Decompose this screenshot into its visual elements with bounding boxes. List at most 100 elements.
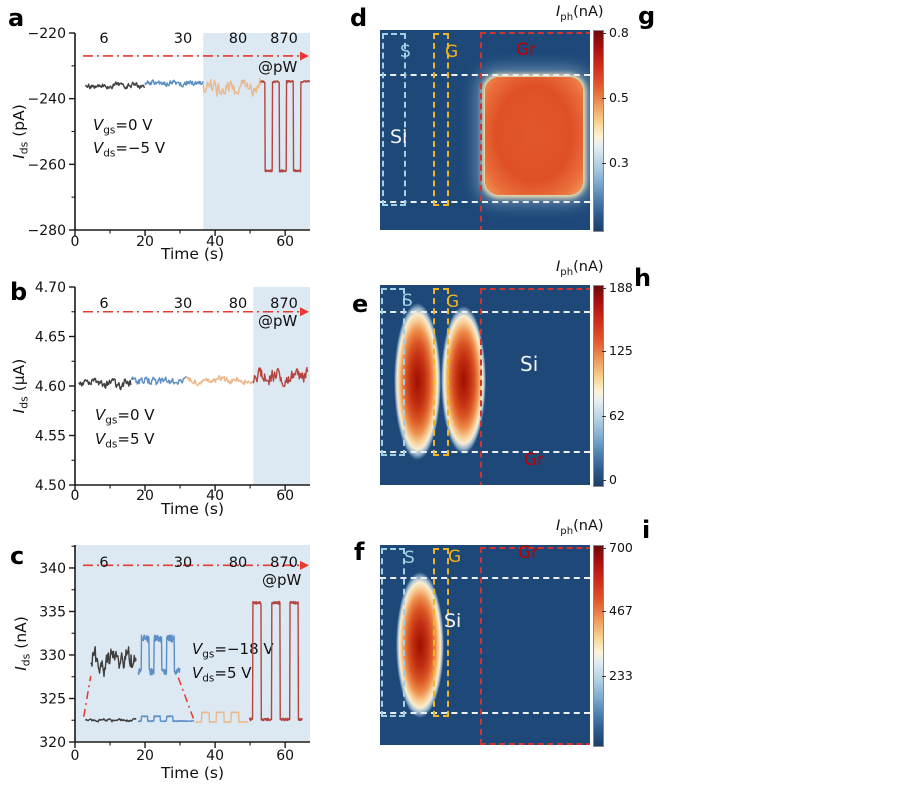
y-tick-label: 340 [39, 561, 66, 577]
trace-blue-segment [137, 715, 195, 723]
map-label-si: Si [444, 610, 462, 632]
power-level-label: 80 [229, 555, 247, 571]
power-level-label: 870 [270, 296, 298, 312]
region-boundary-line [380, 311, 590, 313]
map-label-gr: Gr [524, 450, 545, 470]
colorbar-e: 188 125 62 0 [593, 281, 633, 487]
chart-c-canvas: 6 30 80 870@pW Vgs=−18 V Vds=5 V 340 335 330 325 3… [12, 545, 310, 782]
y-tick-label: 4.55 [35, 429, 66, 445]
bias-annotation: Vds=5 V [192, 664, 252, 684]
colorbar-tick-mark [602, 415, 606, 417]
x-tick-label: 40 [206, 488, 224, 504]
trace-red-segment [252, 366, 309, 388]
power-level-label: 6 [99, 31, 108, 47]
bias-annotation: Vds=5 V [95, 430, 155, 450]
power-level-label: 30 [174, 31, 192, 47]
colorbar-tick-label: 467 [609, 603, 633, 618]
y-tick-label: 4.60 [35, 379, 66, 395]
power-unit-label: @pW [258, 312, 298, 330]
panel-letter-e: e [352, 290, 369, 318]
bias-annotation: Vgs=0 V [93, 116, 153, 136]
trace-black-segment [84, 81, 146, 90]
colorbar-tick-mark [602, 610, 606, 612]
illumination-shade [253, 287, 310, 485]
x-axis-title: Time (s) [160, 245, 224, 262]
colorbar-title-part: (nA) [573, 4, 604, 20]
power-level-label: 30 [174, 555, 192, 571]
power-unit-label: @pW [262, 571, 302, 589]
x-tick-label: 60 [276, 748, 294, 764]
panel-letter-c: c [10, 542, 25, 570]
chart-panel-b: 6 30 80 870 @pW Vgs=0 V Vds=5 V 4.70 4.65 4.60 4.5… [0, 262, 330, 522]
colorbar-title: Iph(nA) [556, 519, 604, 537]
trace-black-segment [78, 377, 132, 391]
colorbar-tick-mark [602, 32, 606, 34]
x-tick-label: 40 [206, 234, 224, 250]
map-label-g: G [446, 292, 460, 312]
trace-blue-segment [144, 79, 204, 88]
colorbar-title-part: I [556, 518, 561, 534]
colorbar-title-part: ph [560, 266, 574, 278]
x-tick-label: 0 [71, 488, 80, 504]
zoom-connector-line [177, 677, 195, 719]
bias-annotation: Vds=−5 V [93, 139, 166, 159]
map-label-g: G [445, 42, 459, 62]
colorbar-gradient [593, 30, 604, 232]
y-tick-label: 4.65 [35, 330, 66, 346]
colorbar-tick-label: 0.5 [609, 90, 629, 105]
power-guide-arrowhead [300, 560, 309, 570]
colorbar-tick-mark [602, 675, 606, 677]
trace-red-segment [260, 79, 311, 173]
region-boundary-line [380, 712, 590, 714]
y-tick-label: −220 [28, 26, 66, 42]
power-level-label: 870 [270, 31, 298, 47]
region-boundary-line [380, 201, 590, 203]
y-axis-title: Ids (nA) [12, 616, 32, 671]
x-axis-title: Time (s) [160, 500, 224, 518]
gate-electrode-outline [433, 548, 449, 717]
colorbar-title-part: (nA) [573, 518, 604, 534]
source-electrode-outline [381, 288, 405, 456]
photocurrent-map-e: S G Si Gr [380, 285, 590, 485]
power-guide-arrowhead [300, 307, 309, 317]
x-tick-label: 60 [276, 488, 294, 504]
colorbar-tick-mark [602, 350, 606, 352]
colorbar-tick-label: 700 [609, 540, 633, 555]
colorbar-gradient [593, 285, 604, 487]
colorbar-tick-mark [602, 287, 606, 289]
map-label-gr: Gr [516, 40, 537, 60]
power-level-label: 6 [99, 555, 108, 571]
power-level-label: 6 [99, 296, 108, 312]
power-level-label: 80 [229, 296, 247, 312]
graphene-region-outline [480, 32, 590, 230]
y-tick-label: −260 [28, 157, 66, 173]
trace-orange-segment [195, 711, 249, 724]
map-label-s: S [402, 291, 413, 311]
colorbar-tick-label: 0.8 [609, 25, 629, 40]
graphene-region-outline [480, 288, 590, 485]
power-guide-arrowhead [300, 51, 309, 61]
colorbar-tick-label: 125 [609, 343, 633, 358]
y-tick-label: −240 [28, 92, 66, 108]
power-unit-label: @pW [258, 58, 298, 76]
y-tick-label: 4.70 [35, 280, 66, 296]
colorbar-tick-mark [602, 97, 606, 99]
panel-letter-g: g [638, 2, 656, 30]
y-tick-label: 4.50 [35, 478, 66, 494]
y-tick-label: 330 [39, 648, 66, 664]
trace-blue-segment [137, 634, 181, 676]
y-axis-title: Ids (pA) [10, 104, 30, 159]
photocurrent-map-f: S G Gr Si [380, 545, 590, 745]
map-label-s: S [400, 42, 411, 62]
graphene-region-outline [480, 547, 590, 745]
colorbar-gradient [593, 545, 604, 747]
x-tick-label: 20 [136, 488, 154, 504]
panel-letter-h: h [634, 264, 652, 292]
trace-orange-segment [186, 374, 254, 387]
trace-blue-segment [130, 375, 187, 386]
map-label-si: Si [390, 126, 408, 148]
colorbar-title: Iph(nA) [556, 5, 604, 23]
photocurrent-hotspot [485, 77, 583, 195]
map-label-gr: Gr [518, 545, 539, 563]
chart-panel-c: 6 30 80 870 @pW Vgs=−18 V Vds=5 V 340 335 330 325 3… [0, 522, 330, 788]
